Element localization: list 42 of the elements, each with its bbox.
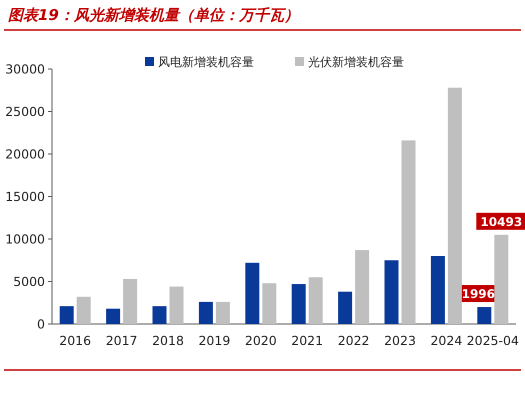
x-tick-label: 2021 [291,333,324,348]
bar [262,283,276,324]
y-tick-label: 0 [37,316,46,332]
bar [123,278,138,324]
x-tick-label: 2022 [338,333,370,348]
x-tick-label: 2018 [152,333,184,348]
y-tick-label: 15000 [5,189,46,204]
bar [430,256,445,324]
legend-label: 光伏新增装机容量 [308,55,404,69]
bar [494,234,508,324]
bar [292,284,306,324]
bar [308,277,323,324]
x-tick-label: 2025-04 [466,333,519,348]
legend-label: 风电新增装机容量 [158,55,254,69]
data-label: 1996 [462,287,496,302]
bar [338,292,352,324]
bar [76,296,91,324]
x-tick-label: 2020 [244,333,277,348]
x-tick-label: 2017 [106,333,138,348]
y-tick-label: 10000 [5,232,46,246]
x-tick-label: 2019 [198,333,230,348]
x-tick-label: 2023 [384,333,416,348]
bar [477,307,492,324]
bar [170,286,184,324]
x-tick-label: 2016 [59,333,92,348]
bar [384,260,398,324]
bar [106,308,120,324]
bar [216,302,230,324]
chart-title: 图表19：风光新增装机量（单位：万千瓦） [8,6,299,24]
bar [448,88,462,324]
bar [355,250,370,324]
y-tick-label: 20000 [5,146,46,162]
bar [152,306,166,324]
bar [198,302,213,324]
y-tick-label: 30000 [5,62,46,76]
data-label: 10493 [480,214,522,229]
y-tick-label: 25000 [5,104,46,119]
bar [402,140,416,324]
bar [60,306,74,324]
y-tick-label: 5000 [13,274,46,289]
x-tick-label: 2024 [430,333,462,348]
bar [245,262,260,324]
